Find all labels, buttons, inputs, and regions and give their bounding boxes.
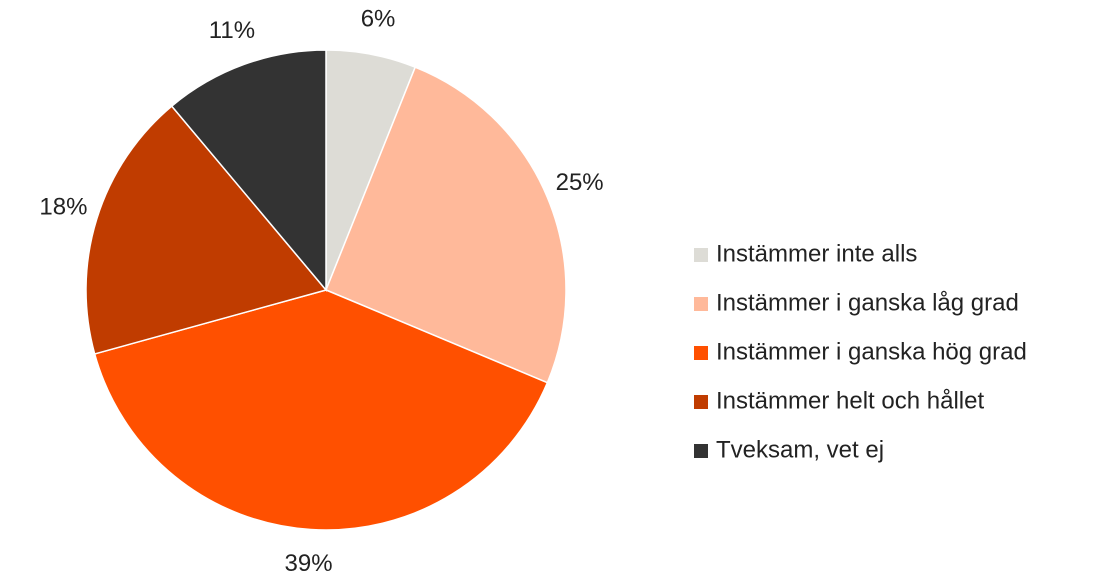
pie-slice xyxy=(93,289,549,531)
pie-slice xyxy=(325,66,567,384)
legend-label: Instämmer helt och hållet xyxy=(716,387,984,414)
legend-label: Tveksam, vet ej xyxy=(716,436,884,463)
data-label: 18% xyxy=(39,194,87,221)
pie-slice xyxy=(170,49,327,293)
data-label: 39% xyxy=(285,550,333,573)
legend-label: Instämmer inte alls xyxy=(716,240,917,267)
legend-swatch xyxy=(694,444,708,458)
legend-label: Instämmer i ganska låg grad xyxy=(716,289,1019,316)
data-label: 6% xyxy=(361,5,396,32)
legend-label: Instämmer i ganska hög grad xyxy=(716,338,1027,365)
data-label: 11% xyxy=(209,17,255,44)
legend-swatch xyxy=(694,346,708,360)
pie-slice xyxy=(85,105,328,355)
legend-swatch xyxy=(694,248,708,262)
legend-swatch xyxy=(694,395,708,409)
legend-swatch xyxy=(694,297,708,311)
data-label: 25% xyxy=(556,169,604,196)
